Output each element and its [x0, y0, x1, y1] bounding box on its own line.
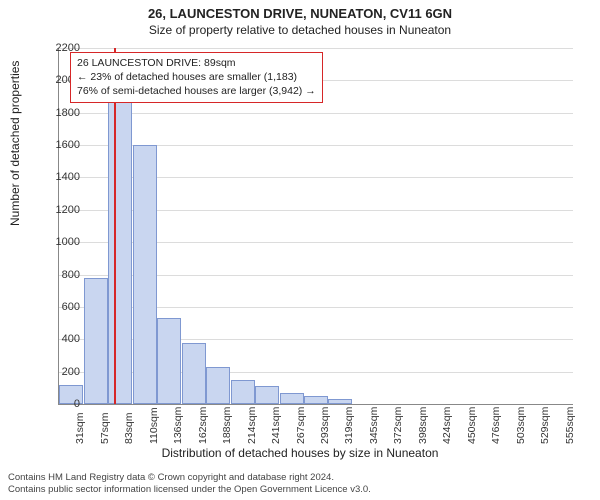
grid-line: [59, 48, 573, 49]
chart-container: 26, LAUNCESTON DRIVE, NUNEATON, CV11 6GN…: [0, 0, 600, 500]
x-tick-label: 503sqm: [515, 407, 527, 444]
footer-line1: Contains HM Land Registry data © Crown c…: [8, 472, 371, 484]
x-tick-label: 83sqm: [123, 412, 135, 444]
histogram-bar: [328, 399, 352, 404]
y-tick-label: 200: [44, 366, 80, 378]
annotation-box: 26 LAUNCESTON DRIVE: 89sqm← 23% of detac…: [70, 52, 323, 103]
x-tick-label: 529sqm: [539, 407, 551, 444]
histogram-bar: [206, 367, 230, 404]
annotation-line2: ← 23% of detached houses are smaller (1,…: [77, 70, 316, 84]
annotation-line3: 76% of semi-detached houses are larger (…: [77, 84, 316, 98]
y-tick-label: 400: [44, 333, 80, 345]
histogram-bar: [84, 278, 108, 404]
histogram-bar: [280, 393, 304, 404]
x-tick-label: 188sqm: [221, 407, 233, 444]
histogram-bar: [304, 396, 328, 404]
y-tick-label: 600: [44, 301, 80, 313]
x-tick-label: 345sqm: [368, 407, 380, 444]
x-tick-label: 555sqm: [564, 407, 576, 444]
page-title: 26, LAUNCESTON DRIVE, NUNEATON, CV11 6GN: [0, 0, 600, 21]
x-tick-label: 162sqm: [197, 407, 209, 444]
x-axis-label: Distribution of detached houses by size …: [0, 446, 600, 460]
annotation-line1: 26 LAUNCESTON DRIVE: 89sqm: [77, 56, 316, 70]
x-tick-label: 450sqm: [466, 407, 478, 444]
page-subtitle: Size of property relative to detached ho…: [0, 23, 600, 37]
y-tick-label: 800: [44, 269, 80, 281]
footer-line2: Contains public sector information licen…: [8, 484, 371, 496]
x-tick-label: 214sqm: [246, 407, 258, 444]
footer-attribution: Contains HM Land Registry data © Crown c…: [8, 472, 371, 496]
x-tick-label: 319sqm: [343, 407, 355, 444]
y-tick-label: 1400: [44, 171, 80, 183]
y-tick-label: 1000: [44, 236, 80, 248]
x-tick-label: 57sqm: [99, 412, 111, 444]
y-tick-label: 1200: [44, 204, 80, 216]
x-tick-label: 136sqm: [172, 407, 184, 444]
x-tick-label: 476sqm: [490, 407, 502, 444]
y-tick-label: 1800: [44, 107, 80, 119]
x-tick-label: 110sqm: [148, 407, 160, 444]
histogram-bar: [255, 386, 279, 404]
x-tick-label: 372sqm: [392, 407, 404, 444]
y-tick-label: 0: [44, 398, 80, 410]
histogram-bar: [182, 343, 206, 404]
histogram-bar: [231, 380, 255, 404]
y-axis-label: Number of detached properties: [8, 61, 22, 226]
histogram-bar: [133, 145, 157, 404]
grid-line: [59, 113, 573, 114]
x-tick-label: 31sqm: [74, 412, 86, 444]
histogram-bar: [108, 82, 132, 404]
x-tick-label: 241sqm: [270, 407, 282, 444]
x-tick-label: 424sqm: [441, 407, 453, 444]
y-tick-label: 1600: [44, 139, 80, 151]
histogram-bar: [157, 318, 181, 404]
x-tick-label: 293sqm: [319, 407, 331, 444]
x-tick-label: 267sqm: [295, 407, 307, 444]
x-tick-label: 398sqm: [417, 407, 429, 444]
